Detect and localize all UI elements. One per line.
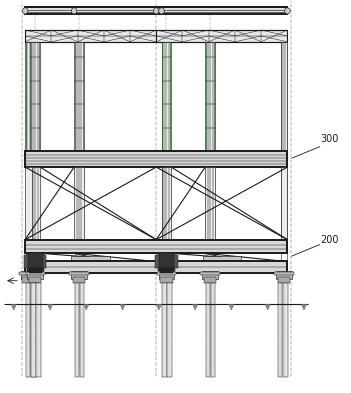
Bar — [19, 272, 38, 275]
Bar — [205, 167, 215, 240]
Bar — [278, 283, 282, 376]
Bar — [43, 255, 46, 268]
Bar — [200, 272, 220, 275]
Bar — [80, 283, 84, 376]
Bar — [159, 271, 174, 279]
Text: 300: 300 — [320, 134, 339, 143]
Bar — [161, 167, 171, 240]
Bar — [205, 42, 215, 167]
Polygon shape — [47, 304, 53, 310]
Bar — [161, 42, 171, 167]
Bar — [72, 256, 110, 261]
Bar — [156, 30, 287, 42]
Bar — [283, 283, 288, 376]
Bar — [31, 42, 40, 167]
Bar — [204, 277, 216, 283]
Circle shape — [285, 8, 290, 14]
Bar — [21, 271, 37, 279]
Bar — [27, 253, 44, 271]
Circle shape — [22, 8, 28, 14]
Polygon shape — [156, 304, 161, 310]
Polygon shape — [120, 304, 125, 310]
Bar — [24, 255, 28, 268]
Circle shape — [153, 8, 159, 14]
Bar — [280, 167, 287, 240]
Bar — [25, 261, 287, 273]
Bar — [167, 283, 172, 376]
Bar — [25, 240, 287, 253]
Bar — [69, 272, 88, 275]
Bar — [27, 271, 43, 279]
Bar — [31, 283, 36, 376]
Bar — [32, 283, 36, 376]
Bar — [274, 272, 293, 275]
Polygon shape — [229, 304, 234, 310]
Bar — [206, 283, 211, 376]
Bar — [174, 255, 178, 268]
Bar — [25, 42, 32, 167]
Circle shape — [159, 8, 164, 14]
Bar — [73, 277, 85, 283]
Text: 200: 200 — [320, 235, 339, 246]
Bar — [36, 283, 41, 376]
Bar — [202, 271, 218, 279]
Bar — [211, 283, 216, 376]
Bar — [160, 277, 173, 283]
Bar — [158, 253, 175, 271]
Polygon shape — [84, 304, 89, 310]
Bar — [31, 167, 40, 240]
Polygon shape — [11, 304, 16, 310]
Bar — [74, 167, 84, 240]
Bar — [25, 7, 287, 15]
Bar — [74, 42, 84, 167]
Polygon shape — [193, 304, 198, 310]
Bar — [25, 30, 156, 42]
Bar — [26, 272, 45, 275]
Bar — [29, 277, 41, 283]
Bar — [25, 167, 32, 240]
Bar — [155, 255, 159, 268]
Bar — [162, 283, 167, 376]
Bar — [280, 42, 287, 167]
Bar — [157, 272, 176, 275]
Bar — [75, 283, 79, 376]
Bar — [22, 277, 35, 283]
Bar — [29, 268, 42, 273]
Polygon shape — [302, 304, 307, 310]
Polygon shape — [265, 304, 270, 310]
Circle shape — [71, 8, 77, 14]
Bar — [276, 271, 292, 279]
Bar — [160, 268, 173, 273]
Bar — [203, 256, 241, 261]
Bar — [71, 271, 87, 279]
Bar — [25, 151, 287, 167]
Bar — [278, 277, 290, 283]
Bar — [26, 283, 31, 376]
